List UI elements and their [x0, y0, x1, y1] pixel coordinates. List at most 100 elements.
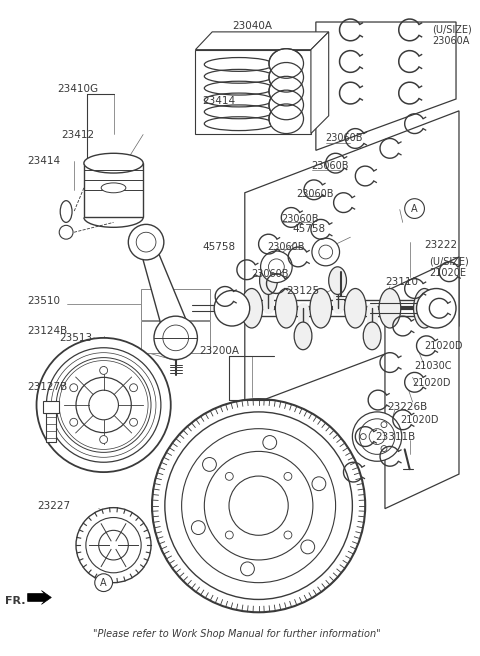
Text: FR.: FR. [5, 596, 25, 606]
Circle shape [263, 436, 276, 449]
Polygon shape [138, 242, 190, 338]
Text: 23311B: 23311B [375, 432, 415, 441]
Circle shape [284, 472, 292, 480]
Text: 23414: 23414 [28, 156, 61, 166]
Circle shape [95, 574, 112, 592]
Circle shape [204, 451, 313, 560]
Text: 23226B: 23226B [387, 402, 427, 412]
Circle shape [154, 316, 197, 359]
Circle shape [225, 531, 233, 539]
Text: 23060B: 23060B [252, 269, 289, 279]
Circle shape [56, 358, 151, 453]
Circle shape [152, 399, 365, 612]
Circle shape [181, 428, 336, 583]
Text: 23414: 23414 [203, 96, 236, 106]
Circle shape [59, 226, 73, 239]
Polygon shape [195, 50, 311, 134]
Ellipse shape [84, 154, 143, 173]
Circle shape [192, 521, 205, 535]
Ellipse shape [269, 76, 303, 106]
Circle shape [240, 562, 254, 576]
Ellipse shape [294, 322, 312, 350]
Circle shape [352, 412, 402, 461]
Circle shape [284, 531, 292, 539]
Bar [84, 163, 143, 217]
Text: 23060B: 23060B [311, 161, 348, 171]
Text: 23200A: 23200A [199, 346, 240, 356]
Text: 23127B: 23127B [28, 382, 68, 392]
Ellipse shape [363, 322, 381, 350]
Text: 45758: 45758 [203, 242, 236, 252]
Ellipse shape [269, 62, 303, 92]
Ellipse shape [60, 201, 72, 222]
Text: "Please refer to Work Shop Manual for further information": "Please refer to Work Shop Manual for fu… [93, 629, 381, 639]
Text: 45758: 45758 [292, 224, 325, 234]
Text: 21020D: 21020D [400, 415, 438, 425]
Text: 23060B: 23060B [326, 133, 363, 144]
Circle shape [76, 377, 131, 432]
Circle shape [360, 419, 395, 455]
Circle shape [165, 412, 352, 600]
Circle shape [100, 367, 108, 375]
Circle shape [229, 476, 288, 535]
Bar [141, 289, 210, 320]
Text: 23110: 23110 [385, 277, 418, 287]
Bar [141, 321, 210, 353]
Circle shape [214, 291, 250, 326]
Polygon shape [245, 111, 459, 407]
Circle shape [312, 238, 339, 266]
Polygon shape [316, 22, 456, 150]
Bar [47, 413, 56, 443]
Circle shape [163, 325, 189, 351]
Ellipse shape [269, 104, 303, 134]
Ellipse shape [241, 289, 263, 328]
Polygon shape [28, 590, 51, 604]
Circle shape [89, 390, 119, 420]
Circle shape [312, 477, 326, 491]
Text: A: A [411, 203, 418, 214]
Text: 23060A: 23060A [432, 36, 470, 46]
Text: 23222: 23222 [424, 240, 457, 250]
Text: 23510: 23510 [28, 297, 60, 306]
Circle shape [47, 348, 161, 462]
Polygon shape [311, 32, 329, 134]
Text: 23412: 23412 [61, 129, 95, 140]
Circle shape [130, 384, 137, 392]
Circle shape [225, 472, 233, 480]
Text: 21020E: 21020E [430, 268, 467, 277]
Circle shape [360, 434, 366, 440]
Text: 21030C: 21030C [415, 361, 452, 371]
Circle shape [100, 436, 108, 443]
Text: (U/SIZE): (U/SIZE) [430, 257, 469, 267]
Text: 23227: 23227 [37, 501, 71, 510]
Circle shape [381, 422, 387, 428]
Text: 23060B: 23060B [267, 242, 305, 252]
Circle shape [369, 428, 385, 445]
Text: 21020D: 21020D [413, 379, 451, 388]
Ellipse shape [414, 289, 435, 328]
Ellipse shape [269, 49, 303, 78]
Polygon shape [385, 257, 459, 508]
Ellipse shape [379, 289, 401, 328]
Text: 23060B: 23060B [296, 189, 334, 199]
Circle shape [381, 445, 387, 451]
Ellipse shape [269, 90, 303, 120]
Circle shape [130, 419, 137, 426]
Circle shape [86, 518, 141, 573]
Circle shape [203, 457, 216, 472]
Text: 23513: 23513 [59, 333, 92, 343]
Ellipse shape [329, 267, 347, 295]
Circle shape [261, 251, 292, 283]
Ellipse shape [260, 267, 277, 295]
Circle shape [36, 338, 171, 472]
Text: 23124B: 23124B [28, 326, 68, 336]
Circle shape [301, 540, 315, 554]
Text: 23040A: 23040A [232, 21, 272, 31]
Text: A: A [100, 578, 107, 588]
Ellipse shape [345, 289, 366, 328]
Text: 23060B: 23060B [281, 215, 319, 224]
Text: (U/SIZE): (U/SIZE) [432, 25, 472, 35]
Ellipse shape [276, 289, 297, 328]
Text: 23125: 23125 [286, 287, 319, 297]
Polygon shape [195, 32, 329, 50]
